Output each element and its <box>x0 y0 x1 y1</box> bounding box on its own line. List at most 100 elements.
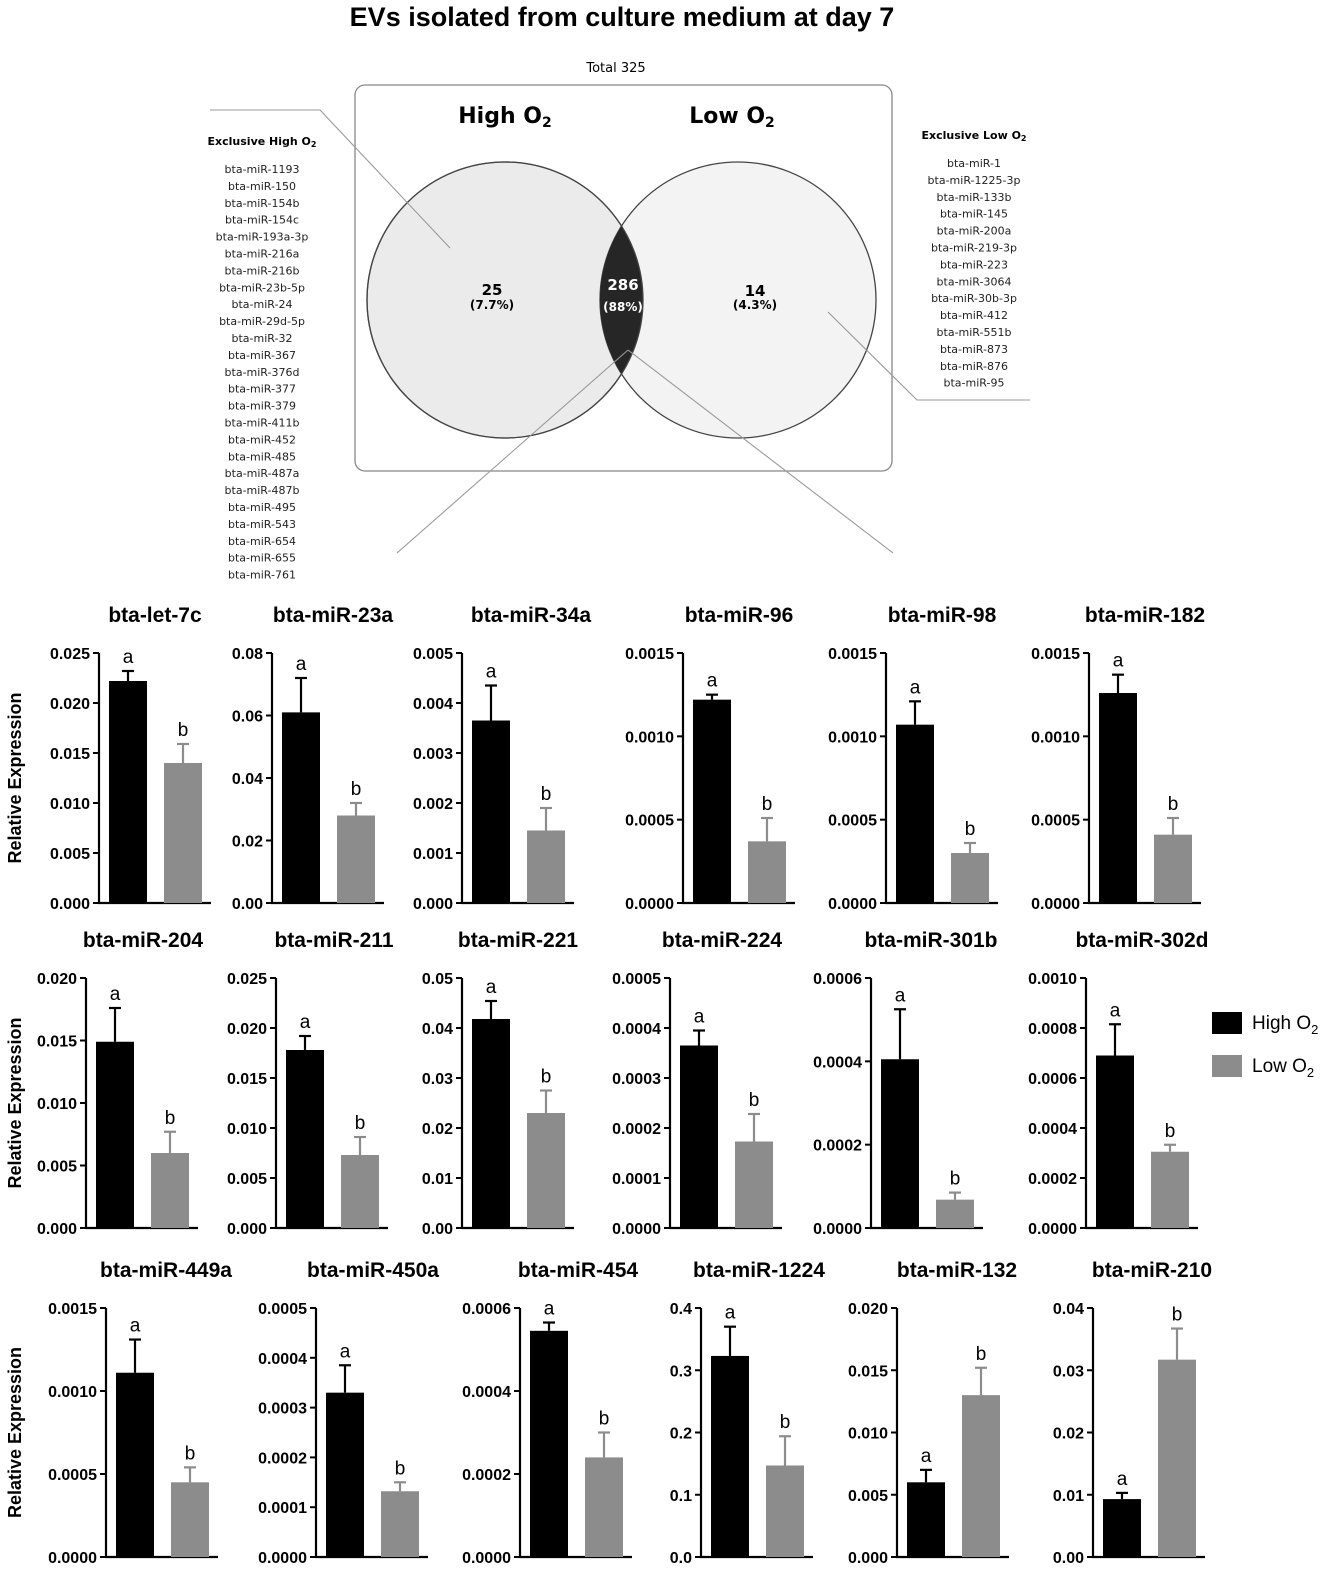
bar-high-o2 <box>711 1355 749 1557</box>
significance-letter: b <box>185 1443 196 1464</box>
bar-high-o2 <box>326 1392 364 1557</box>
mirna-list-item: bta-miR-154b <box>225 197 300 210</box>
chart-title: bta-miR-1224 <box>693 1259 825 1282</box>
bar-high-o2 <box>680 1045 718 1228</box>
exclusive-high-list: bta-miR-1193 bta-miR-150 bta-miR-154b bta-m… <box>216 163 309 582</box>
chart-panel: bta-miR-132 0.000 0.005 0.010 0.015 0.020 a b <box>848 1259 1017 1567</box>
chart-panel: bta-miR-23a 0.00 0.02 0.04 0.06 0.08 a b <box>232 604 394 913</box>
venn-diagram: Total 325 High O2 Low O2 25 (7.7%) 286 (… <box>208 61 1030 582</box>
y-tick-label: 0.0002 <box>813 1138 862 1155</box>
y-tick-label: 0.0010 <box>1031 729 1080 746</box>
y-tick-label: 0.01 <box>422 1171 453 1188</box>
bar-low-o2 <box>171 1482 209 1557</box>
y-tick-label: 0.00 <box>232 896 263 913</box>
mirna-list-item: bta-miR-200a <box>937 225 1012 238</box>
y-tick-label: 0.0000 <box>258 1550 307 1567</box>
significance-letter: a <box>486 977 497 998</box>
significance-letter: b <box>780 1412 791 1433</box>
mirna-list-item: bta-miR-485 <box>228 450 296 463</box>
mirna-list-item: bta-miR-495 <box>228 501 296 514</box>
bar-low-o2 <box>585 1457 623 1557</box>
y-tick-label: 0.0015 <box>828 646 877 663</box>
mirna-list-item: bta-miR-145 <box>940 208 1008 221</box>
chart-title: bta-miR-98 <box>888 604 997 627</box>
y-tick-label: 0.0002 <box>462 1467 511 1484</box>
mirna-list-item: bta-miR-29d-5p <box>219 315 305 328</box>
y-tick-label: 0.010 <box>50 796 90 813</box>
significance-letter: a <box>1113 651 1124 672</box>
bar-low-o2 <box>1154 834 1192 903</box>
chart-title: bta-miR-96 <box>685 604 794 627</box>
y-tick-label: 0.0010 <box>625 729 674 746</box>
mirna-list-item: bta-miR-379 <box>228 400 296 413</box>
figure-title: EVs isolated from culture medium at day … <box>350 2 895 32</box>
y-tick-label: 0.04 <box>232 771 263 788</box>
significance-letter: b <box>541 784 552 805</box>
significance-letter: b <box>178 720 189 741</box>
y-tick-label: 0.03 <box>422 1071 453 1088</box>
chart-title: bta-miR-210 <box>1092 1259 1212 1282</box>
y-tick-label: 0.2 <box>670 1426 692 1443</box>
significance-letter: a <box>123 647 134 668</box>
chart-title: bta-miR-211 <box>274 929 393 952</box>
chart-title: bta-miR-132 <box>897 1259 1017 1282</box>
mirna-list-item: bta-miR-3064 <box>937 275 1012 288</box>
y-tick-label: 0.0004 <box>813 1054 862 1071</box>
y-tick-label: 0.0008 <box>1028 1021 1077 1038</box>
y-tick-label: 0.020 <box>848 1301 888 1318</box>
mirna-list-item: bta-miR-133b <box>937 191 1012 204</box>
mirna-list-item: bta-miR-487a <box>225 467 300 480</box>
bar-low-o2 <box>1151 1151 1189 1228</box>
y-tick-label: 0.015 <box>848 1363 888 1380</box>
y-tick-label: 0.1 <box>670 1488 692 1505</box>
mirna-list-item: bta-miR-216a <box>225 248 300 261</box>
significance-letter: a <box>296 654 307 675</box>
significance-letter: a <box>921 1446 932 1467</box>
y-tick-label: 0.0000 <box>612 1221 661 1238</box>
y-tick-label: 0.03 <box>1053 1363 1084 1380</box>
y-tick-label: 0.0003 <box>258 1401 307 1418</box>
venn-low-pct: (4.3%) <box>733 298 777 312</box>
legend-label: High O2 <box>1252 1013 1318 1037</box>
significance-letter: a <box>110 984 121 1005</box>
y-tick-label: 0.02 <box>422 1121 453 1138</box>
bar-high-o2 <box>116 1372 154 1557</box>
y-tick-label: 0.015 <box>50 746 90 763</box>
exclusive-low-connector <box>827 311 1030 401</box>
y-tick-label: 0.0002 <box>258 1450 307 1467</box>
venn-high-label: High O2 <box>458 104 551 131</box>
y-tick-label: 0.000 <box>37 1221 77 1238</box>
significance-letter: a <box>910 677 921 698</box>
venn-circle-high-outline <box>366 161 644 439</box>
y-tick-label: 0.00 <box>422 1221 453 1238</box>
significance-letter: b <box>395 1458 406 1479</box>
mirna-list-item: bta-miR-32 <box>232 332 293 345</box>
y-tick-label: 0.000 <box>50 896 90 913</box>
y-axis-label: Relative Expression <box>5 1017 25 1188</box>
y-tick-label: 0.0015 <box>48 1301 97 1318</box>
y-tick-label: 0.0010 <box>1028 971 1077 988</box>
y-tick-label: 0.0006 <box>462 1301 511 1318</box>
mirna-list-item: bta-miR-655 <box>228 552 296 565</box>
chart-panel: bta-miR-98 0.0000 0.0005 0.0010 0.0015 a b <box>828 604 998 913</box>
y-tick-label: 0.0005 <box>625 813 674 830</box>
mirna-list-item: bta-miR-873 <box>940 343 1008 356</box>
significance-letter: a <box>340 1341 351 1362</box>
mirna-list-item: bta-miR-1 <box>947 157 1001 170</box>
y-tick-label: 0.003 <box>413 746 453 763</box>
bar-low-o2 <box>527 1113 565 1228</box>
y-tick-label: 0.0015 <box>1031 646 1080 663</box>
y-tick-label: 0.005 <box>37 1159 77 1176</box>
chart-panel: bta-miR-454 0.0000 0.0002 0.0004 0.0006 a b <box>462 1259 638 1567</box>
y-tick-label: 0.010 <box>227 1121 267 1138</box>
y-tick-label: 0.0010 <box>828 729 877 746</box>
bar-high-o2 <box>286 1050 324 1228</box>
mirna-list-item: bta-miR-193a-3p <box>216 231 309 244</box>
y-tick-label: 0.020 <box>50 696 90 713</box>
y-tick-label: 0.0000 <box>828 896 877 913</box>
exclusive-low-title: Exclusive Low O2 <box>922 129 1027 143</box>
y-tick-label: 0.025 <box>227 971 267 988</box>
bar-low-o2 <box>341 1155 379 1228</box>
y-tick-label: 0.0004 <box>258 1351 307 1368</box>
y-tick-label: 0.000 <box>848 1550 888 1567</box>
